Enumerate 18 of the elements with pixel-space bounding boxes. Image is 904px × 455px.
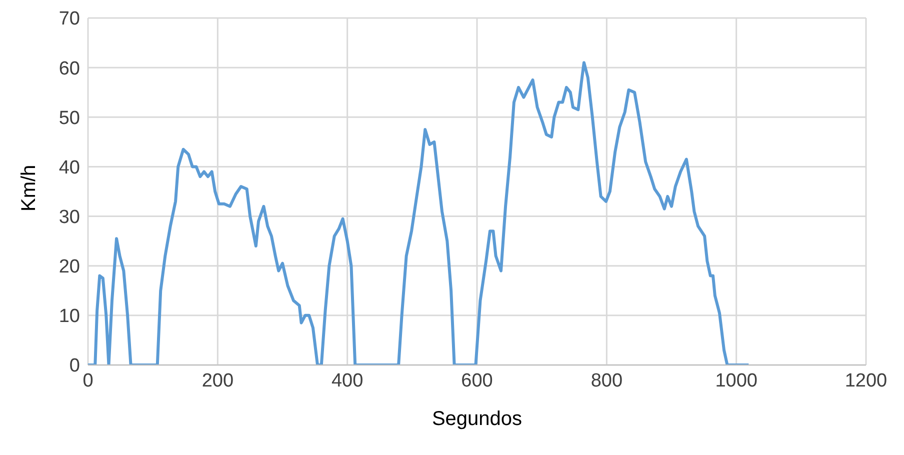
x-axis-title: Segundos	[432, 408, 522, 430]
x-tick-label: 800	[590, 370, 623, 392]
y-tick-label: 0	[69, 356, 80, 377]
y-tick-label: 20	[58, 256, 80, 278]
x-tick-label: 1000	[715, 370, 758, 392]
y-tick-label: 60	[58, 58, 80, 80]
x-tick-label: 200	[202, 370, 234, 392]
line-series	[88, 61, 750, 365]
y-axis-title: Km/h	[18, 164, 40, 212]
x-tick-label: 1200	[844, 370, 888, 392]
x-tick-label: 600	[461, 370, 493, 392]
y-tick-label: 40	[58, 157, 80, 178]
x-tick-label: 0	[82, 370, 94, 392]
y-tick-label: 30	[58, 207, 80, 228]
y-tick-label: 50	[58, 108, 80, 129]
y-tick-label: 70	[58, 8, 80, 30]
y-tick-label: 10	[58, 306, 80, 328]
x-tick-label: 400	[331, 370, 364, 392]
